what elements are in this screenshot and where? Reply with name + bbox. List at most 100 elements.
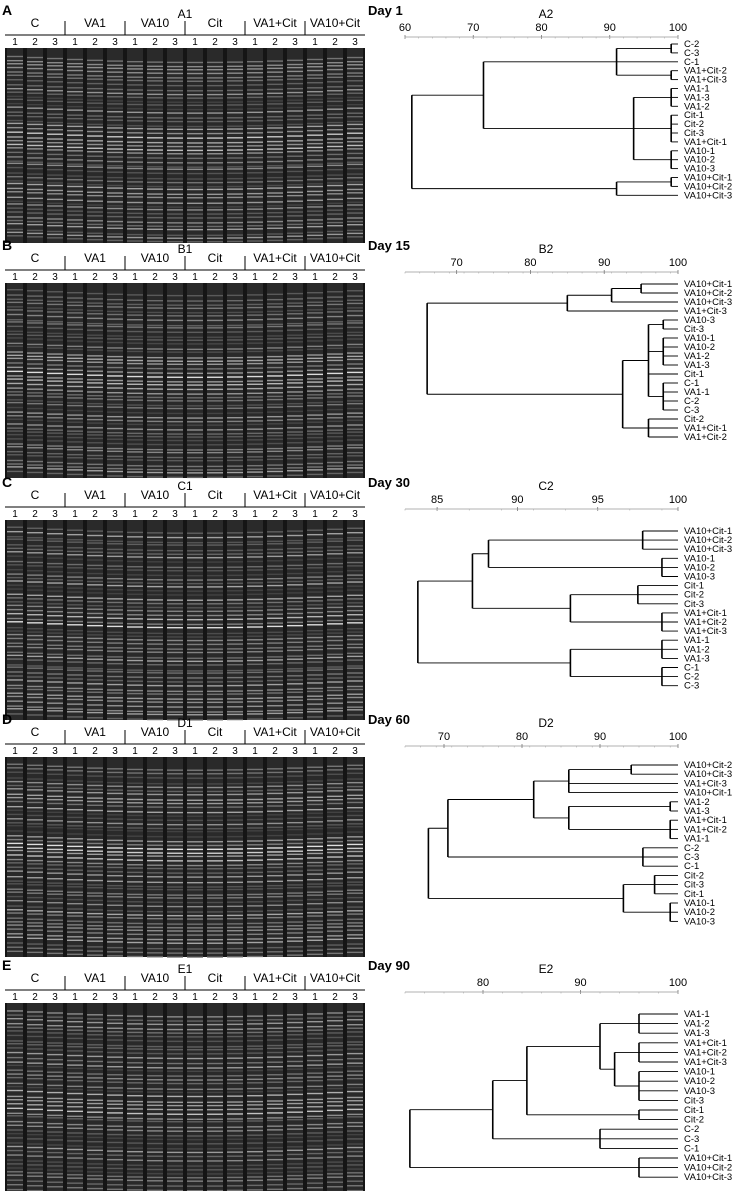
gel-band	[327, 919, 343, 921]
gel-band	[147, 72, 163, 74]
gel-band	[247, 552, 263, 555]
gel-band	[147, 635, 163, 638]
gel-band	[167, 876, 183, 878]
gel-band	[87, 309, 103, 312]
gel-band	[267, 565, 283, 567]
panel-letter: A	[2, 2, 12, 18]
gel-band	[47, 182, 63, 184]
gel-band	[227, 65, 243, 68]
gel-band	[67, 539, 83, 541]
gel-band	[207, 142, 223, 144]
gel-band	[107, 717, 123, 720]
gel-band	[267, 866, 283, 869]
gel-band	[27, 416, 43, 418]
gel-band	[127, 177, 143, 179]
gel-band	[347, 107, 363, 109]
gel-band	[307, 340, 323, 342]
gel-band	[67, 1127, 83, 1129]
gel-lane	[67, 48, 83, 243]
gel-band	[307, 803, 323, 806]
gel-band	[127, 451, 143, 453]
gel-band	[67, 333, 83, 336]
gel-band	[107, 88, 123, 91]
gel-band	[7, 1159, 23, 1161]
gel-band	[47, 393, 63, 395]
gel-band	[127, 642, 143, 645]
treatment-label: VA1+Cit	[253, 971, 297, 985]
gel-band	[47, 121, 63, 124]
gel-band	[107, 622, 123, 624]
gel-band	[7, 1014, 23, 1016]
gel-band	[127, 697, 143, 700]
gel-band	[47, 1161, 63, 1163]
gel-band	[247, 933, 263, 936]
gel-band	[127, 1074, 143, 1077]
gel-band	[87, 215, 103, 217]
leaf-label: Cit-2	[684, 119, 704, 130]
gel-band	[327, 848, 343, 851]
gel-band	[307, 77, 323, 79]
gel-band	[107, 362, 123, 364]
gel-band	[47, 538, 63, 540]
gel-band	[287, 238, 303, 241]
gel-band	[307, 66, 323, 68]
gel-band	[167, 783, 183, 785]
gel-band	[247, 342, 263, 344]
treatment-label: Cit	[208, 488, 223, 502]
gel-band	[127, 236, 143, 239]
gel-band	[27, 609, 43, 612]
gel-band	[7, 800, 23, 803]
axis-tick-label: 100	[669, 257, 687, 269]
gel-band	[7, 294, 23, 296]
gel-band	[327, 844, 343, 847]
gel-band	[127, 196, 143, 198]
gel-band	[67, 436, 83, 439]
gel-band	[307, 365, 323, 367]
lane-number: 1	[252, 509, 258, 520]
gel-band	[307, 397, 323, 399]
gel-band	[207, 186, 223, 188]
gel-band	[7, 427, 23, 429]
gel-band	[207, 824, 223, 826]
gel-band	[327, 202, 343, 204]
gel-band	[107, 341, 123, 344]
gel-band	[87, 1111, 103, 1113]
gel-band	[7, 375, 23, 377]
gel-band	[267, 871, 283, 873]
gel-band	[247, 1087, 263, 1090]
gel-band	[127, 847, 143, 850]
gel-band	[347, 548, 363, 551]
gel-band	[47, 952, 63, 955]
gel-band	[107, 450, 123, 453]
gel-band	[87, 322, 103, 325]
gel-band	[7, 1142, 23, 1144]
gel-band	[347, 371, 363, 374]
gel-band	[247, 875, 263, 878]
gel-band	[267, 916, 283, 919]
gel-band	[47, 864, 63, 866]
gel-band	[187, 376, 203, 379]
gel-band	[227, 541, 243, 544]
gel-band	[107, 1146, 123, 1149]
gel-band	[27, 127, 43, 130]
gel-band	[147, 65, 163, 68]
gel-band	[47, 599, 63, 601]
lane-number: 1	[72, 509, 78, 520]
gel-band	[347, 439, 363, 441]
treatment-label: C	[31, 971, 40, 985]
gel-band	[7, 645, 23, 648]
gel-band	[247, 569, 263, 571]
gel-band	[7, 126, 23, 129]
gel-band	[307, 1177, 323, 1179]
gel-band	[327, 1032, 343, 1034]
gel-band	[147, 68, 163, 71]
gel-band	[67, 462, 83, 465]
gel-band	[207, 420, 223, 423]
gel-band	[27, 537, 43, 539]
gel-band	[27, 706, 43, 708]
gel-band	[167, 1189, 183, 1191]
gel-band	[187, 811, 203, 814]
gel-band	[227, 188, 243, 190]
gel-band	[327, 121, 343, 124]
gel-band	[147, 307, 163, 309]
